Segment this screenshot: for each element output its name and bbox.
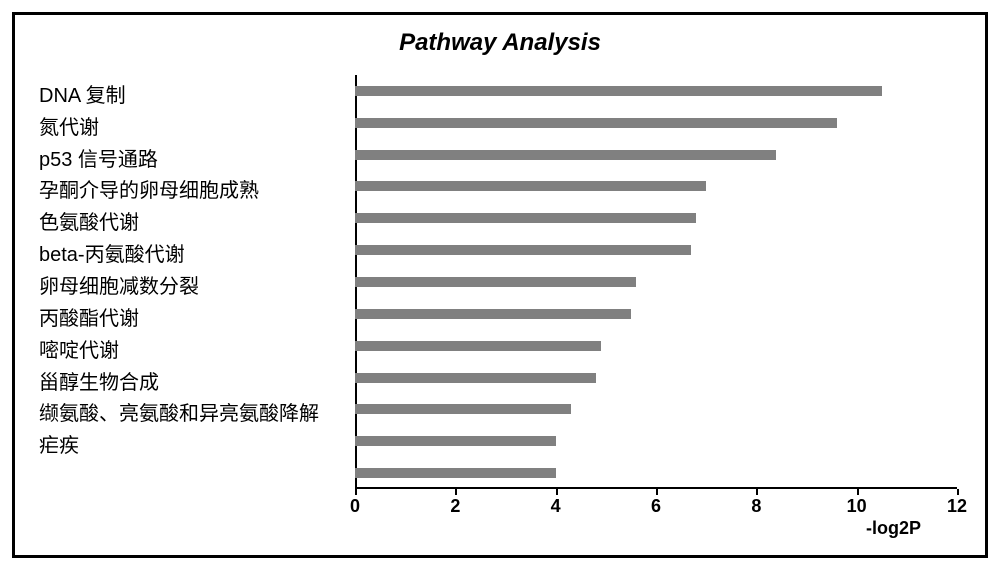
- x-tick: [355, 489, 357, 495]
- x-tick-label: 2: [450, 496, 460, 517]
- bar: [355, 404, 571, 414]
- category-label: 氮代谢: [39, 111, 99, 140]
- bar: [355, 277, 636, 287]
- x-tick-label: 12: [947, 496, 967, 517]
- bar: [355, 118, 837, 128]
- x-tick-label: 10: [847, 496, 867, 517]
- chart-body: DNA 复制氮代谢 p53 信号通路孕酮介导的卵母细胞成熟色氨酸代谢 beta-丙氨…: [15, 75, 985, 513]
- bar: [355, 245, 691, 255]
- bars-layer: [355, 75, 957, 489]
- bar: [355, 213, 696, 223]
- y-axis-labels: DNA 复制氮代谢 p53 信号通路孕酮介导的卵母细胞成熟色氨酸代谢 beta-丙氨…: [39, 75, 355, 513]
- bar: [355, 86, 882, 96]
- x-tick: [756, 489, 758, 495]
- bar: [355, 373, 596, 383]
- category-label: 孕酮介导的卵母细胞成熟: [39, 174, 259, 203]
- category-label: 色氨酸代谢: [39, 206, 139, 235]
- category-label: 卵母细胞减数分裂: [39, 270, 199, 299]
- category-label: p53 信号通路: [39, 143, 158, 172]
- x-tick-label: 8: [751, 496, 761, 517]
- x-tick: [957, 489, 959, 495]
- bar: [355, 150, 776, 160]
- x-tick-label: 0: [350, 496, 360, 517]
- x-tick: [556, 489, 558, 495]
- x-tick: [455, 489, 457, 495]
- category-label: beta-丙氨酸代谢: [39, 238, 185, 267]
- chart-title: Pathway Analysis: [15, 15, 985, 57]
- x-axis-title: -log2P: [866, 518, 921, 539]
- x-tick: [857, 489, 859, 495]
- bar: [355, 468, 556, 478]
- chart-container: Pathway Analysis DNA 复制氮代谢 p53 信号通路孕酮介导的卵…: [12, 12, 988, 558]
- bar: [355, 181, 706, 191]
- category-label: 丙酸酯代谢: [39, 302, 139, 331]
- bar: [355, 341, 601, 351]
- x-tick-label: 4: [551, 496, 561, 517]
- category-label: 甾醇生物合成: [39, 366, 159, 395]
- bar: [355, 309, 631, 319]
- category-label: 疟疾: [39, 429, 79, 458]
- x-tick: [656, 489, 658, 495]
- category-label: 嘧啶代谢: [39, 334, 119, 363]
- plot-area: -log2P 024681012: [355, 75, 957, 513]
- bar: [355, 436, 556, 446]
- x-tick-label: 6: [651, 496, 661, 517]
- category-label: 缬氨酸、亮氨酸和异亮氨酸降解: [39, 397, 319, 426]
- category-label: DNA 复制: [39, 79, 126, 108]
